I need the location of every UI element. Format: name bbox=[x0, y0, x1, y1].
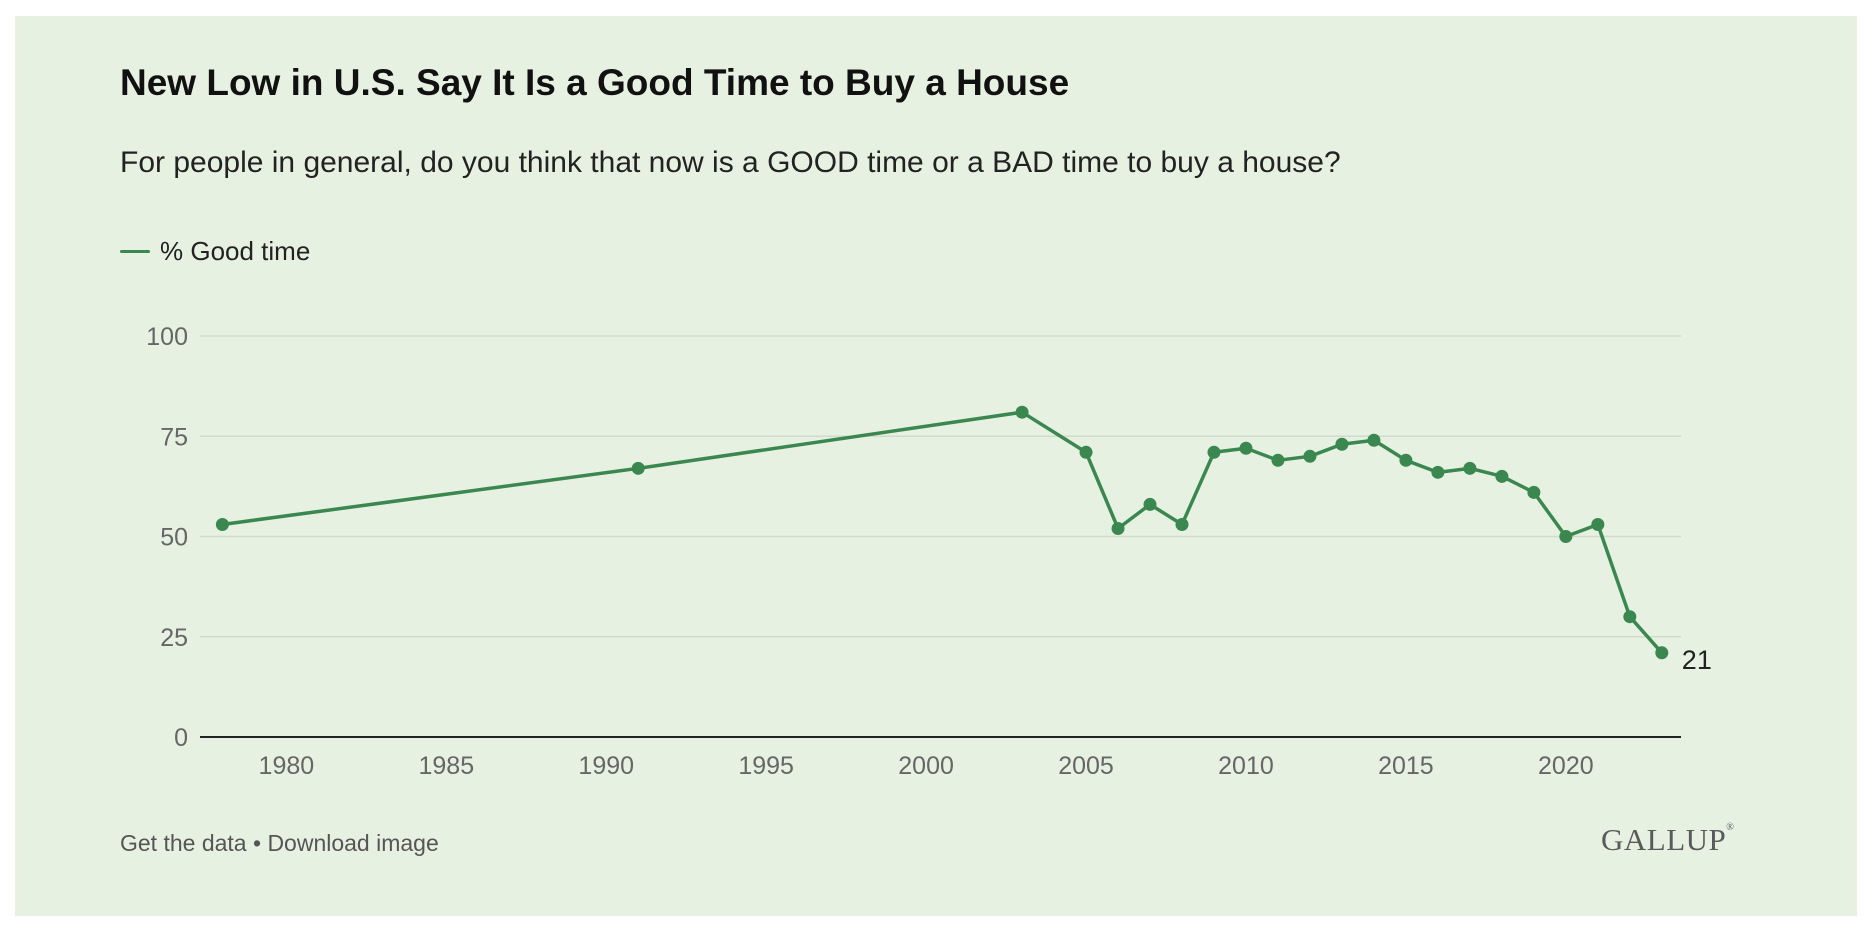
chart-card bbox=[15, 16, 1857, 916]
x-tick-label-1995: 1995 bbox=[738, 752, 794, 780]
y-tick-label-75: 75 bbox=[160, 423, 188, 451]
chart-subtitle: For people in general, do you think that… bbox=[120, 146, 1341, 179]
download-image-link[interactable]: Download image bbox=[267, 830, 439, 856]
x-tick-label-2020: 2020 bbox=[1538, 752, 1594, 780]
legend: % Good time bbox=[120, 236, 310, 267]
y-tick-label-25: 25 bbox=[160, 624, 188, 652]
data-point-2006 bbox=[1111, 521, 1125, 535]
registered-mark: ® bbox=[1726, 822, 1735, 833]
legend-line-swatch bbox=[120, 250, 150, 253]
footer-separator: • bbox=[246, 830, 268, 856]
data-point-2023 bbox=[1655, 646, 1669, 660]
x-tick-label-2005: 2005 bbox=[1058, 752, 1114, 780]
data-point-2013 bbox=[1335, 437, 1349, 451]
get-data-link[interactable]: Get the data bbox=[120, 830, 247, 856]
data-point-2019 bbox=[1527, 485, 1541, 499]
data-point-2016 bbox=[1431, 465, 1445, 479]
x-tick-label-1980: 1980 bbox=[259, 752, 315, 780]
data-point-2015 bbox=[1399, 453, 1413, 467]
end-value-label: 21 bbox=[1682, 645, 1712, 675]
y-tick-label-50: 50 bbox=[160, 524, 188, 552]
gallup-logo: GALLUP® bbox=[1601, 822, 1734, 858]
data-point-2003 bbox=[1015, 405, 1029, 419]
data-point-2011 bbox=[1271, 453, 1285, 467]
x-tick-label-1990: 1990 bbox=[578, 752, 634, 780]
data-point-2018 bbox=[1495, 469, 1509, 483]
data-point-2012 bbox=[1303, 449, 1317, 463]
x-tick-label-1985: 1985 bbox=[418, 752, 474, 780]
y-tick-label-0: 0 bbox=[174, 724, 188, 752]
data-point-2010 bbox=[1239, 441, 1253, 455]
data-point-2020 bbox=[1559, 530, 1573, 543]
data-point-2009 bbox=[1207, 445, 1221, 459]
data-point-2007 bbox=[1143, 497, 1157, 511]
gallup-wordmark: GALLUP bbox=[1601, 822, 1727, 857]
data-point-2014 bbox=[1367, 433, 1381, 447]
y-tick-label-100: 100 bbox=[146, 323, 188, 351]
legend-label: % Good time bbox=[160, 236, 311, 266]
data-point-2017 bbox=[1463, 461, 1477, 475]
data-point-2008 bbox=[1175, 517, 1189, 531]
x-tick-label-2010: 2010 bbox=[1218, 752, 1274, 780]
footer-links: Get the data • Download image bbox=[120, 830, 439, 857]
x-tick-label-2000: 2000 bbox=[898, 752, 954, 780]
chart-title: New Low in U.S. Say It Is a Good Time to… bbox=[120, 62, 1070, 103]
series-line-good-time bbox=[220, 410, 1664, 655]
x-tick-label-2015: 2015 bbox=[1378, 752, 1434, 780]
data-point-1991 bbox=[631, 461, 645, 475]
data-point-2005 bbox=[1079, 445, 1093, 459]
data-point-1978 bbox=[215, 517, 229, 531]
data-point-2021 bbox=[1591, 517, 1605, 531]
data-point-2022 bbox=[1623, 610, 1637, 624]
